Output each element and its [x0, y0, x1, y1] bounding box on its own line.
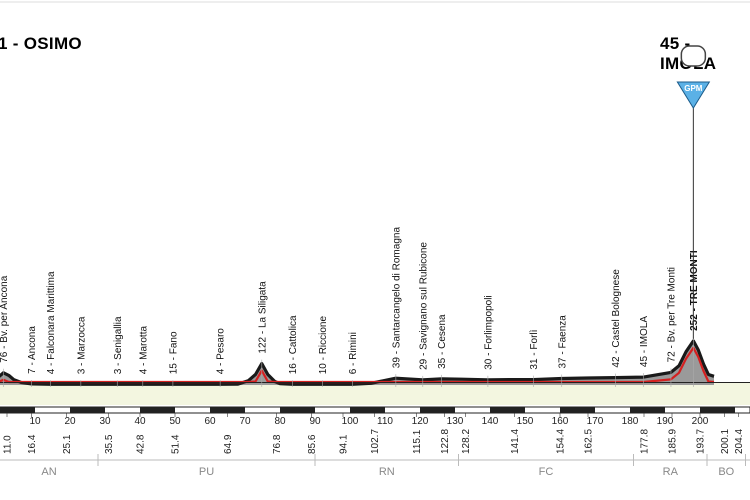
km-tick-label: 35.5 — [104, 434, 115, 454]
scale-number: 100 — [342, 416, 359, 427]
gpm-badge — [680, 45, 707, 67]
km-tick-label: 115.1 — [412, 429, 423, 454]
waypoint-label: 39 - Santarcangelo di Romagna — [391, 227, 402, 369]
ground-area — [0, 383, 750, 405]
gpm-label: GPM — [684, 84, 703, 93]
waypoint-label: 37 - Faenza — [557, 315, 568, 369]
km-tick-label: 193.7 — [696, 429, 707, 454]
km-tick-label: 25.1 — [62, 434, 73, 454]
profile-area — [0, 340, 714, 385]
km-tick-label: 162.5 — [584, 429, 595, 454]
km-tick-label: 102.7 — [370, 429, 381, 454]
scale-number: 170 — [587, 416, 604, 427]
km-tick-label: 51.4 — [171, 434, 182, 454]
scale-segment — [210, 407, 245, 413]
waypoint-label: 4 - Pesaro — [216, 328, 227, 375]
scale-number: 140 — [482, 416, 499, 427]
waypoint-label: 252 - TRE MONTI — [689, 250, 700, 331]
province-label: AN — [41, 466, 56, 478]
province-label: FC — [539, 466, 554, 478]
waypoint-label: 30 - Forlimpopoli — [483, 295, 494, 369]
gpm-triangle — [676, 81, 711, 109]
km-tick-label: 64.9 — [223, 434, 234, 454]
scale-number: 50 — [169, 416, 181, 427]
scale-number: 30 — [99, 416, 111, 427]
km-tick-label: 204.4 — [734, 429, 745, 454]
waypoint-label: 16 - Cattolica — [288, 315, 299, 374]
km-tick-label: 85.6 — [307, 434, 318, 454]
km-tick-label: 154.4 — [556, 429, 567, 454]
scale-segment — [140, 407, 175, 413]
scale-number: 160 — [552, 416, 569, 427]
km-tick-label: 42.8 — [136, 434, 147, 454]
scale-number: 150 — [517, 416, 534, 427]
km-tick-label: 16.4 — [27, 434, 38, 454]
province-label: RN — [379, 466, 395, 478]
scale-segment — [630, 407, 665, 413]
km-tick-label: 94.1 — [339, 434, 350, 454]
province-label: PU — [199, 466, 214, 478]
scale-number: 90 — [309, 416, 321, 427]
km-tick-label: 200.1 — [720, 429, 731, 454]
scale-number: 120 — [412, 416, 429, 427]
scale-number: 70 — [239, 416, 251, 427]
scale-number: 40 — [134, 416, 146, 427]
km-tick-label: 141.4 — [510, 429, 521, 454]
scale-number: 200 — [692, 416, 709, 427]
waypoint-label: 4 - Marotta — [138, 326, 149, 375]
scale-segment — [0, 407, 35, 413]
scale-number: 80 — [274, 416, 286, 427]
waypoint-label: 15 - Fano — [168, 331, 179, 374]
waypoint-label: 31 - Forlì — [529, 329, 540, 369]
waypoint-label: 4 - Falconara Marittima — [46, 271, 57, 374]
scale-number: 10 — [29, 416, 41, 427]
km-tick-label: 128.2 — [461, 429, 472, 454]
km-tick-label: 177.8 — [640, 429, 651, 454]
km-tick-label: 11.0 — [3, 435, 14, 454]
waypoint-label: 10 - Riccione — [318, 316, 329, 375]
waypoint-label: 35 - Cesena — [437, 314, 448, 369]
scale-segment — [70, 407, 105, 413]
scale-number: 190 — [657, 416, 674, 427]
km-tick-label: 76.8 — [272, 434, 283, 454]
waypoint-label: 122 - La Siligata — [257, 281, 268, 354]
waypoint-label: 72 - Bv. per Tre Monti — [666, 267, 677, 362]
waypoint-label: 3 - Senigallia — [113, 316, 124, 374]
start-town-title: 1 - OSIMO — [0, 34, 82, 53]
scale-number: 110 — [377, 416, 393, 427]
scale-segment — [350, 407, 385, 413]
scale-number: 130 — [447, 416, 464, 427]
scale-number: 20 — [64, 416, 76, 427]
waypoint-label: 7 - Ancona — [27, 326, 38, 374]
waypoint-label: 45 - IMOLA — [639, 316, 650, 367]
waypoint-label: 6 - Rimini — [348, 332, 359, 374]
scale-number: 180 — [622, 416, 639, 427]
scale-segment — [560, 407, 595, 413]
scale-number: 60 — [204, 416, 216, 427]
province-label: RA — [663, 466, 679, 478]
scale-segment — [280, 407, 315, 413]
waypoint-label: 29 - Savignano sul Rubicone — [418, 242, 429, 370]
scale-segment — [700, 407, 735, 413]
waypoint-label: 42 - Castel Bolognese — [611, 269, 622, 368]
waypoint-label: 76 - Bv. per Ancona — [0, 275, 10, 363]
province-label: BO — [718, 466, 734, 478]
waypoint-label: 3 - Marzocca — [76, 316, 87, 374]
km-tick-label: 185.9 — [668, 429, 679, 454]
km-tick-label: 122.8 — [440, 429, 451, 454]
scale-segment — [490, 407, 525, 413]
scale-segment — [420, 407, 455, 413]
